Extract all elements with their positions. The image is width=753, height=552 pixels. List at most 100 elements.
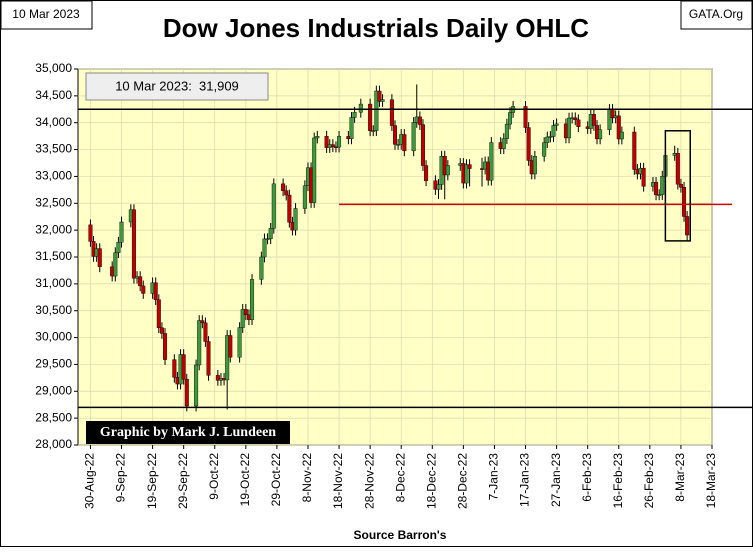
x-tick-label: 30-Aug-22 — [83, 453, 97, 509]
candle-body — [243, 309, 248, 315]
candle-body — [591, 114, 596, 126]
candle-body — [259, 256, 264, 280]
candle-body — [411, 122, 416, 152]
candle-body — [501, 138, 506, 149]
candle-body — [551, 125, 556, 137]
y-tick-label: 28,000 — [35, 437, 72, 451]
candle-body — [436, 184, 441, 190]
candle-body — [281, 183, 286, 191]
candle-body — [377, 90, 382, 102]
candle-body — [654, 182, 659, 196]
x-tick-label: 9-Sep-22 — [114, 453, 128, 503]
candle-body — [330, 144, 335, 147]
candle-body — [371, 130, 376, 132]
candle-body — [368, 103, 373, 131]
candle-body — [203, 322, 208, 342]
candle-body — [131, 209, 136, 279]
candle-body — [616, 115, 621, 140]
candle-body — [240, 309, 245, 328]
candle-body — [250, 279, 255, 320]
candle-body — [598, 129, 603, 140]
y-tick-label: 32,000 — [35, 222, 72, 236]
candle-body — [97, 248, 102, 267]
candle-body — [380, 99, 385, 102]
candle-body — [225, 335, 230, 381]
candle-body — [194, 364, 199, 407]
candle-body — [424, 165, 429, 181]
x-axis-label: Source Barron's — [354, 528, 447, 542]
candle-body — [573, 117, 578, 121]
candle-body — [678, 183, 683, 188]
credit-box — [86, 421, 290, 444]
y-tick-label: 32,500 — [35, 195, 72, 209]
candle-body — [271, 183, 276, 229]
highlight-box — [664, 130, 691, 242]
x-tick-label: 26-Feb-23 — [642, 453, 656, 509]
candle-body — [402, 134, 407, 152]
candle-body — [349, 117, 354, 140]
candle-body — [181, 354, 186, 380]
candle-body — [113, 252, 118, 277]
candle-body — [312, 137, 317, 203]
candle-body — [268, 228, 273, 239]
y-tick-label: 29,000 — [35, 383, 72, 397]
y-tick-label: 33,500 — [35, 142, 72, 156]
candle-body — [293, 208, 298, 231]
x-tick-label: 17-Jan-23 — [518, 453, 532, 507]
candle-body — [172, 359, 177, 378]
candle-body — [545, 136, 550, 143]
candle-body — [262, 238, 267, 258]
candle-body — [389, 99, 394, 126]
annotation: 10 Mar 2023: 31,909 — [115, 78, 239, 93]
x-tick-label: 18-Mar-23 — [704, 453, 718, 509]
credit: Graphic by Mark J. Lundeen — [100, 425, 276, 440]
x-tick-label: 8-Dec-22 — [393, 453, 407, 503]
plot-area: 28,000 28,500 29,000 29,500 30,000 30,500 31,0… — [35, 61, 752, 509]
candle-body — [507, 112, 512, 125]
y-tick-label: 34,500 — [35, 88, 72, 102]
candle-body — [548, 136, 553, 138]
y-tick-label: 30,500 — [35, 303, 72, 317]
x-tick-label: 18-Nov-22 — [331, 453, 345, 509]
annotation-box — [85, 72, 269, 101]
x-tick-label: 7-Jan-23 — [487, 453, 501, 501]
candle-body — [337, 136, 342, 148]
candle-body — [119, 221, 124, 243]
x-tick-label: 28-Dec-22 — [456, 453, 470, 509]
x-tick-label: 19-Oct-22 — [238, 453, 252, 507]
candle-body — [396, 144, 401, 146]
candle-body — [675, 153, 680, 185]
candle-body — [619, 131, 624, 140]
candle-body — [352, 112, 357, 118]
date-box — [0, 0, 93, 30]
candle-body — [184, 378, 189, 407]
candle-body — [374, 90, 379, 131]
candle-body — [141, 285, 146, 294]
candle-body — [420, 124, 425, 166]
x-tick-label: 16-Feb-23 — [611, 453, 625, 509]
candle-body — [265, 238, 270, 240]
candle-body — [532, 156, 537, 175]
y-tick-label: 30,000 — [35, 330, 72, 344]
candle-body — [464, 164, 469, 184]
candle-body — [523, 106, 528, 128]
candle-body — [228, 335, 233, 358]
candle-body — [138, 276, 143, 287]
x-tick-label: 9-Oct-22 — [207, 453, 221, 500]
candle-body — [200, 320, 205, 324]
candle-body — [657, 194, 662, 196]
candle-body — [660, 176, 665, 195]
x-tick-label: 8-Mar-23 — [673, 453, 687, 502]
y-tick-label: 31,500 — [35, 249, 72, 263]
candle-body — [489, 142, 494, 181]
candle-body — [526, 127, 531, 161]
candle-body — [567, 117, 572, 139]
y-tick-label: 29,500 — [35, 357, 72, 371]
candle-body — [542, 142, 547, 157]
chart-title: Dow Jones Industrials Daily OHLC — [163, 13, 589, 43]
candle-body — [237, 327, 242, 358]
candle-body — [88, 224, 93, 242]
candle-body — [197, 320, 202, 366]
candle-body — [358, 103, 363, 113]
x-tick-label: 28-Nov-22 — [362, 453, 376, 509]
